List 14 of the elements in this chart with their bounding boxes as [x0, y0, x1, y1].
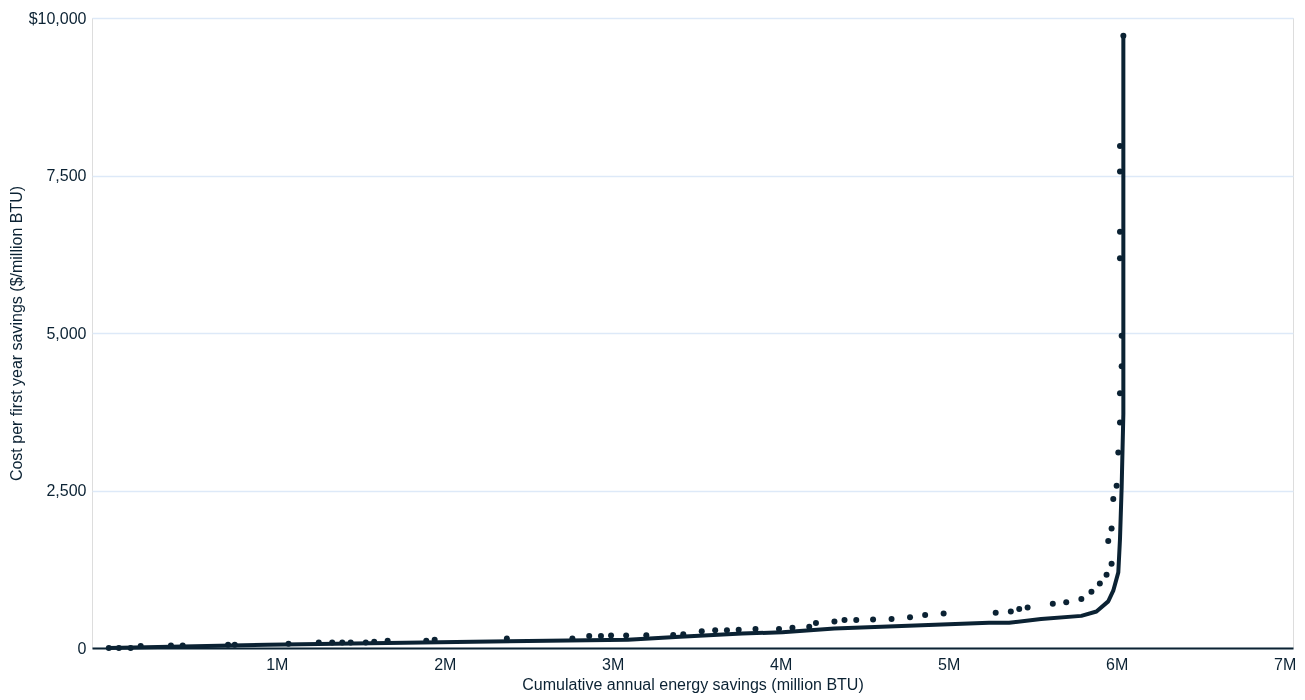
x-tick-label: 1M — [266, 655, 289, 673]
y-tick-label: 7,500 — [46, 167, 87, 184]
x-tick-label: 5M — [938, 655, 961, 673]
y-tick-label: 0 — [77, 639, 87, 657]
x-tick-label: 4M — [770, 655, 793, 673]
y-tick-label: 5,000 — [46, 324, 87, 342]
x-tick-label: 3M — [602, 655, 625, 673]
x-tick-label: 6M — [1106, 655, 1129, 673]
y-tick-label: $10,000 — [28, 9, 87, 27]
y-axis-title: Cost per first year savings ($/million BTU) — [7, 185, 25, 482]
x-axis-title: Cumulative annual energy savings (million BTU) — [522, 675, 864, 693]
x-tick-label: 7M — [1273, 655, 1297, 673]
x-tick-label: 2M — [434, 655, 457, 673]
y-tick-label: 2,500 — [46, 482, 87, 499]
